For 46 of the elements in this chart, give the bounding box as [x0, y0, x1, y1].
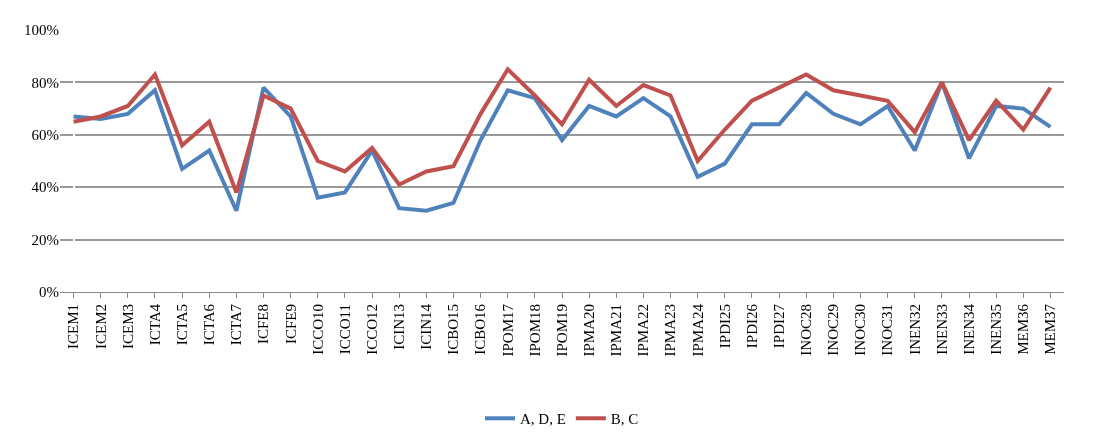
x-tick-label: ICTA5: [173, 304, 190, 346]
x-tick-label: INOC29: [825, 304, 842, 356]
x-tick-label: INEN33: [933, 304, 950, 355]
x-tick-label: ICIN13: [391, 304, 408, 350]
x-tick-label: IPMA24: [689, 303, 706, 357]
x-tick-label: IPDI25: [716, 304, 733, 349]
x-tick-label: ICCO12: [363, 304, 380, 355]
x-tick-label: ICTA7: [228, 303, 245, 346]
x-tick-label: INOC28: [798, 304, 815, 356]
x-tick-label: ICCO10: [309, 304, 326, 355]
x-tick-label: INEN32: [906, 304, 923, 355]
x-tick-label: IPOM17: [499, 303, 516, 357]
x-tick-label: IPOM19: [553, 304, 570, 357]
x-tick-label: IPMA23: [662, 304, 679, 357]
x-tick-label: INEN35: [988, 304, 1005, 355]
x-tick-label: IPOM18: [526, 304, 543, 357]
x-tick-label: INOC31: [879, 304, 896, 356]
y-tick-label: 60%: [31, 127, 59, 144]
x-tick-label: INOC30: [852, 304, 869, 356]
legend-label: A, D, E: [520, 411, 566, 428]
x-tick-label: ICBO16: [472, 303, 489, 355]
line-series: [71, 67, 1053, 195]
x-tick-label: MEM37: [1042, 303, 1059, 355]
y-tick-label: 40%: [31, 179, 59, 196]
y-tick-label: 100%: [24, 22, 59, 39]
x-tick-label: ICFE9: [282, 304, 299, 345]
y-tick-label: 0%: [39, 284, 59, 301]
x-tick-label: MEM36: [1015, 303, 1032, 355]
x-tick-label: ICEM1: [65, 304, 82, 349]
x-tick-label: ICEM2: [92, 304, 109, 349]
y-tick-label: 20%: [31, 231, 59, 248]
x-tick-label: ICFE8: [255, 304, 272, 345]
x-tick-label: IPDI26: [743, 303, 760, 349]
x-tick-label: INEN34: [960, 303, 977, 355]
x-tick-label: IPMA20: [581, 304, 598, 357]
x-tick-label: ICTA4: [146, 303, 163, 346]
x-tick-label: IPDI27: [770, 303, 787, 349]
y-tick-label: 80%: [31, 74, 59, 91]
x-tick-label: ICEM3: [119, 304, 136, 349]
x-tick-label: ICIN14: [418, 303, 435, 350]
x-tick-label: ICCO11: [336, 304, 353, 355]
x-tick-label: IPMA22: [635, 304, 652, 357]
x-tick-label: IPMA21: [608, 304, 625, 357]
x-tick-label: ICTA6: [201, 303, 218, 346]
legend-label: B, C: [610, 411, 639, 428]
x-tick-label: ICBO15: [445, 304, 462, 355]
